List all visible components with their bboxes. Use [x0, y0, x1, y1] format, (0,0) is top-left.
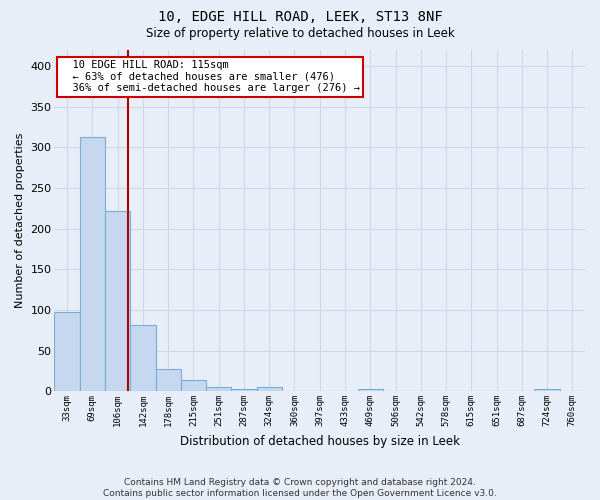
Y-axis label: Number of detached properties: Number of detached properties: [15, 133, 25, 308]
Text: 10, EDGE HILL ROAD, LEEK, ST13 8NF: 10, EDGE HILL ROAD, LEEK, ST13 8NF: [158, 10, 442, 24]
Bar: [232, 388, 257, 391]
Bar: [535, 388, 560, 391]
Bar: [105, 211, 130, 391]
Text: 10 EDGE HILL ROAD: 115sqm
  ← 63% of detached houses are smaller (476)
  36% of : 10 EDGE HILL ROAD: 115sqm ← 63% of detac…: [60, 60, 360, 94]
Bar: [130, 326, 155, 391]
Bar: [358, 388, 383, 391]
Text: Size of property relative to detached houses in Leek: Size of property relative to detached ho…: [146, 28, 454, 40]
Bar: [206, 387, 232, 391]
X-axis label: Distribution of detached houses by size in Leek: Distribution of detached houses by size …: [180, 434, 460, 448]
Bar: [55, 312, 80, 391]
Text: Contains HM Land Registry data © Crown copyright and database right 2024.
Contai: Contains HM Land Registry data © Crown c…: [103, 478, 497, 498]
Bar: [155, 369, 181, 391]
Bar: [80, 137, 105, 391]
Bar: [181, 380, 206, 391]
Bar: [257, 387, 282, 391]
